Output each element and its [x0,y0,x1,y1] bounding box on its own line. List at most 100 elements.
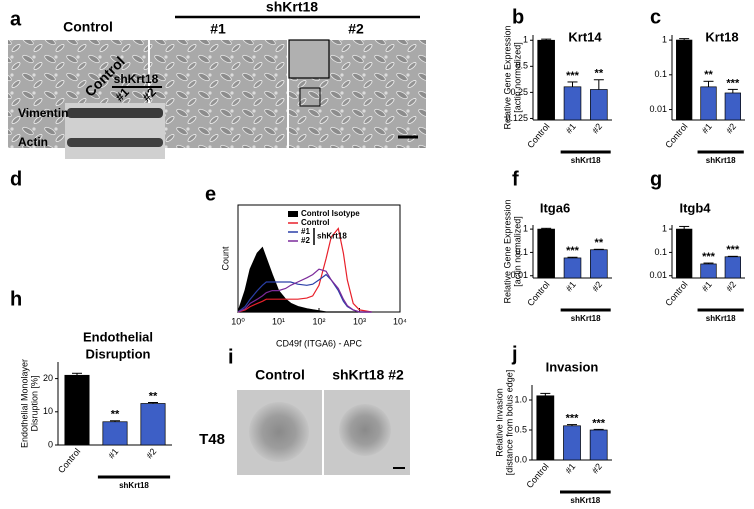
bar [700,263,717,279]
y-tick-label: 0.01 [649,270,667,280]
y-tick-label: 0.01 [510,270,528,280]
y-tick-label: 0.1 [654,247,667,257]
group-label: shKrt18 [114,72,159,86]
y-tick-label: 1 [662,34,667,44]
row-label: Vimentin [18,106,68,120]
column-label: #1 [210,21,226,37]
chart-title: Disruption [86,346,151,361]
y-tick-label: 10 [43,406,53,416]
micrograph [150,40,287,148]
y-tick-label: 0.25 [510,87,528,97]
y-tick-label: 1 [523,223,528,233]
x-tick-label: 10² [312,316,325,326]
significance: *** [726,77,740,89]
x-tick-label: #1 [700,279,714,293]
legend-label: #2 [301,236,310,245]
significance: *** [566,413,580,425]
significance: ** [111,409,120,421]
bar [563,425,581,461]
x-tick-label: Control [525,121,551,150]
bar [590,89,608,121]
x-tick-label: #1 [106,446,120,460]
significance: *** [726,244,740,256]
chart-title: Krt18 [705,29,738,44]
y-tick-label: 0.01 [649,104,667,114]
significance: ** [704,69,713,81]
y-tick-label: 0.125 [505,113,528,123]
bar [724,92,741,121]
y-axis-label: Relative Gene Expression [502,25,512,129]
x-tick-label: Control [663,121,689,150]
panel-letter: e [205,183,216,205]
chart-title: Krt14 [568,29,602,44]
legend-label: Control Isotype [301,209,360,218]
column-label: #2 [348,21,364,37]
x-tick-label: 10¹ [272,316,285,326]
bar [536,395,555,461]
x-tick-label: #2 [144,446,158,460]
panel-letter: g [650,168,662,190]
y-axis-label: Count [220,246,230,271]
x-tick-label: #2 [590,279,604,293]
spheroid [339,404,391,456]
group-label: shKrt18 [570,496,600,505]
x-tick-label: #2 [724,121,738,135]
significance: ** [595,68,604,80]
x-tick-label: #2 [724,279,738,293]
row-label: Actin [18,135,48,149]
group-label: shKrt18 [571,314,601,323]
y-tick-label: 0.0 [514,454,527,464]
x-tick-label: #1 [564,121,578,135]
x-tick-label: Control [56,446,82,475]
bar [102,421,128,446]
x-tick-label: #2 [590,461,604,475]
group-label: shKrt18 [119,481,149,490]
x-tick-label: 10⁴ [393,316,407,326]
group-label: shKrt18 [706,314,736,323]
x-tick-label: 10³ [353,316,366,326]
chart-title: Itgb4 [679,200,711,215]
bar [537,39,555,121]
chart-title: Endothelial [83,329,153,344]
band [67,108,163,118]
bar [563,86,582,121]
bar [676,39,693,121]
group-label: shKrt18 [571,156,601,165]
y-axis-label: [actin normalized] [512,42,522,113]
x-tick-label: Control [524,461,550,490]
y-tick-label: 0 [48,439,53,449]
group-label: shKrt18 [706,156,736,165]
bar [64,374,90,446]
significance: *** [592,417,606,429]
band [67,138,163,147]
line [237,268,372,313]
legend-swatch [288,211,298,217]
y-tick-label: 20 [43,373,53,383]
panel-letter: b [512,6,524,28]
bar [590,249,608,279]
area [237,246,372,313]
column-label: shKrt18 #2 [332,367,404,383]
y-axis-label: Disruption [%] [29,375,39,431]
x-tick-label: #1 [700,121,714,135]
significance: *** [566,70,580,82]
y-tick-label: 1 [523,35,528,45]
significance: ** [149,390,158,402]
y-axis-label: [actin normalized] [512,216,522,287]
x-tick-label: Control [663,279,689,308]
x-tick-label: #2 [590,121,604,135]
panel-letter: h [10,288,22,310]
group-label: shKrt18 [266,0,318,15]
bar [676,228,693,279]
panel-letter: d [10,168,22,190]
line [237,273,372,313]
panel-letter: f [512,168,519,190]
column-label: Control [255,367,305,383]
bar [700,86,717,121]
bar [537,228,555,279]
x-tick-label: #1 [563,461,577,475]
y-axis-label: Endothelial Monolayer [19,359,29,448]
panel-letter: i [228,346,234,368]
bar [140,403,166,446]
